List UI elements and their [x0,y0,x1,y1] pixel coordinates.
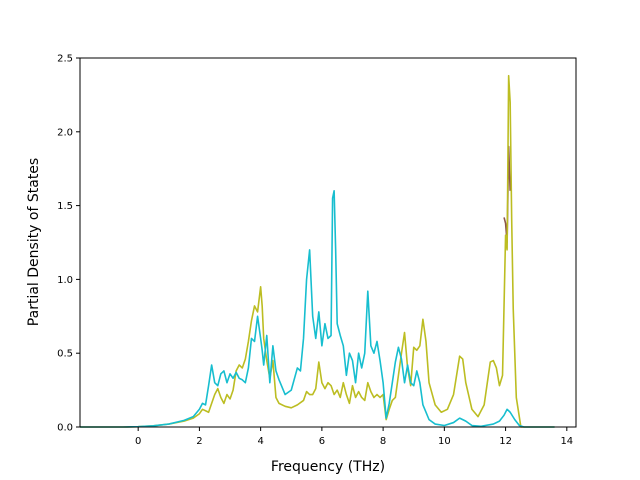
series-line-1 [80,74,555,428]
y-tick-label: 1.0 [57,275,73,286]
series-line-2 [80,190,555,428]
x-tick-label: 6 [319,436,325,447]
plot-frame [79,57,577,428]
x-axis-label: Frequency (THz) [271,459,385,475]
y-axis: 0.0 0.5 1.0 1.5 2.0 2.5 [57,54,80,434]
x-tick-label: 10 [438,436,451,447]
y-tick-label: 2.5 [57,54,73,65]
series-layer [80,74,555,428]
x-tick-label: 4 [257,436,263,447]
y-axis-label: Partial Density of States [26,158,42,326]
x-tick-label: 12 [499,436,512,447]
plot-area [79,57,577,428]
y-tick-label: 1.5 [57,201,73,212]
x-tick-label: 2 [196,436,202,447]
x-tick-label: 14 [560,436,573,447]
y-tick-label: 0.5 [57,349,73,360]
y-tick-label: 0.0 [57,423,73,434]
x-axis: 0 2 4 6 8 10 12 14 [135,427,573,447]
x-tick-label: 8 [380,436,386,447]
x-tick-label: 0 [135,436,141,447]
y-tick-label: 2.0 [57,127,73,138]
